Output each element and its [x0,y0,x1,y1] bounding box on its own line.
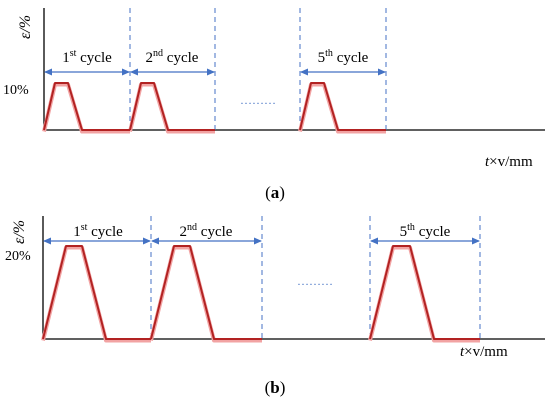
panel-b-ellipsis: ……… [297,274,333,288]
panel-b-cycle-2-trace [150,245,262,340]
panel-b-label: (b) [265,378,286,397]
panel-b-y-axis-label: ε/% [11,220,28,244]
panel-b-waveform [41,245,480,343]
panel-a-cycle-2-trace [129,82,215,131]
panel-a: ε/% 10% 1st cycle 2nd cycle 5th cycle ……… [3,8,545,202]
panel-b-cycle-label-5: 5th cycle [400,222,451,240]
panel-b-cycle-label-2: 2nd cycle [180,222,233,240]
panel-b-cycle-5-trace [369,245,480,340]
panel-a-cycle-label-2: 2nd cycle [146,48,199,66]
panel-b-cycle-1-trace [42,245,151,340]
panel-b-x-axis-label: t×v/mm [460,344,508,360]
panel-a-ellipsis: ……… [240,93,276,107]
panel-a-cycle-label-5: 5th cycle [318,48,369,66]
panel-a-label: (a) [265,183,285,202]
panel-b-peak-strain-label: 20% [5,249,31,264]
panel-a-cycle-label-1: 1st cycle [62,48,112,66]
panel-a-waveform [42,82,386,134]
panel-a-x-axis-label: t×v/mm [485,154,533,170]
panel-a-peak-strain-label: 10% [3,83,29,98]
panel-b-cycle-label-1: 1st cycle [73,222,123,240]
panel-a-cycle-5-trace [299,82,386,131]
panel-a-y-axis-label: ε/% [17,15,34,39]
panel-b: ε/% 20% 1st cycle 2nd cycle 5th cycle ……… [5,216,545,397]
panel-a-cycle-1-trace [43,82,130,131]
